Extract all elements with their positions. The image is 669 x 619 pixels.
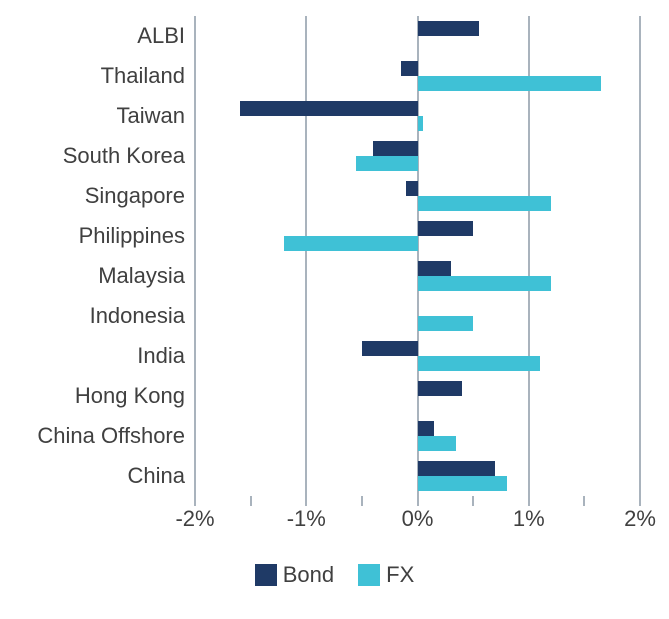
legend-label: FX [386, 562, 414, 588]
bar-fx [356, 156, 417, 171]
bar-bond [362, 341, 418, 356]
x-tick-major [417, 496, 419, 506]
bar-fx [418, 116, 424, 131]
x-tick-major [528, 496, 530, 506]
category-label: South Korea [0, 136, 185, 176]
bar-row [195, 376, 640, 416]
bar-row [195, 256, 640, 296]
category-label: Philippines [0, 216, 185, 256]
x-tick-major [639, 496, 641, 506]
bar-fx [418, 276, 552, 291]
bar-bond [418, 261, 451, 276]
bar-row [195, 96, 640, 136]
legend-swatch-icon [358, 564, 380, 586]
bar-fx [284, 236, 418, 251]
x-tick-label: -2% [175, 506, 214, 532]
legend-item-fx: FX [358, 562, 414, 588]
x-tick-minor [250, 496, 252, 506]
chart-container: ALBIThailandTaiwanSouth KoreaSingaporePh… [0, 0, 669, 619]
category-label: Singapore [0, 176, 185, 216]
bar-bond [418, 221, 474, 236]
x-tick-minor [472, 496, 474, 506]
category-label: Thailand [0, 56, 185, 96]
bar-bond [418, 461, 496, 476]
bar-row [195, 56, 640, 96]
x-tick-major [194, 496, 196, 506]
bar-row [195, 336, 640, 376]
bar-fx [418, 196, 552, 211]
y-axis-labels: ALBIThailandTaiwanSouth KoreaSingaporePh… [0, 16, 185, 496]
category-label: Hong Kong [0, 376, 185, 416]
bar-bond [418, 421, 435, 436]
x-tick-label: 2% [624, 506, 656, 532]
category-label: China Offshore [0, 416, 185, 456]
bar-row [195, 456, 640, 496]
category-label: Taiwan [0, 96, 185, 136]
x-tick-minor [583, 496, 585, 506]
bar-fx [418, 356, 540, 371]
x-tick-label: -1% [287, 506, 326, 532]
bar-row [195, 296, 640, 336]
legend-row: Bond FX [255, 562, 415, 588]
legend-item-bond: Bond [255, 562, 334, 588]
category-label: Indonesia [0, 296, 185, 336]
plot-area [195, 16, 640, 496]
bar-fx [418, 436, 457, 451]
x-tick-minor [361, 496, 363, 506]
bar-row [195, 136, 640, 176]
x-tick-major [305, 496, 307, 506]
bar-row [195, 176, 640, 216]
bar-bond [418, 381, 463, 396]
bar-bond [373, 141, 418, 156]
bar-bond [406, 181, 417, 196]
legend-swatch-icon [255, 564, 277, 586]
category-label: ALBI [0, 16, 185, 56]
bar-row [195, 416, 640, 456]
bar-fx [418, 476, 507, 491]
category-label: China [0, 456, 185, 496]
bar-bond [240, 101, 418, 116]
x-tick-label: 1% [513, 506, 545, 532]
category-label: Malaysia [0, 256, 185, 296]
bar-bond [401, 61, 418, 76]
category-label: India [0, 336, 185, 376]
legend-label: Bond [283, 562, 334, 588]
bar-row [195, 16, 640, 56]
bar-fx [418, 76, 602, 91]
x-tick-label: 0% [402, 506, 434, 532]
legend: Bond FX [0, 562, 669, 591]
x-axis-labels: -2%-1%0%1%2% [195, 506, 640, 536]
bar-fx [418, 316, 474, 331]
bar-row [195, 216, 640, 256]
bar-bond [418, 21, 479, 36]
